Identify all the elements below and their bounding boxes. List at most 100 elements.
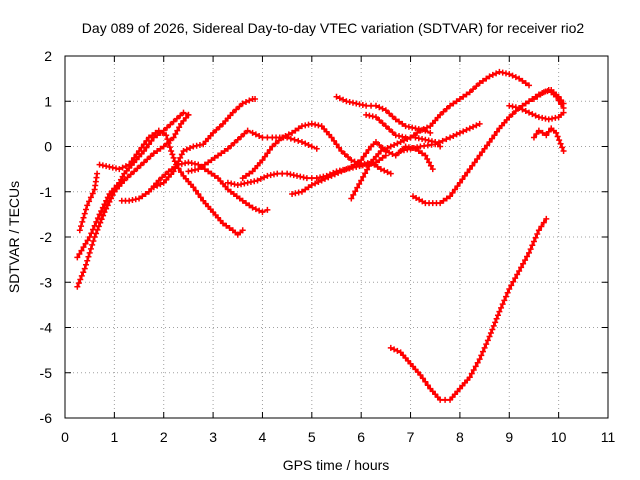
data-point: [394, 347, 401, 354]
data-point: [257, 175, 264, 182]
data-point: [402, 123, 409, 130]
data-point: [463, 126, 470, 133]
x-tick-label: 1: [110, 429, 118, 445]
data-point: [386, 149, 393, 156]
data-point: [133, 151, 140, 158]
data-point: [172, 164, 179, 171]
data-point: [86, 198, 93, 205]
data-point: [82, 206, 89, 213]
data-point: [196, 141, 203, 148]
data-point: [519, 106, 526, 113]
data-point: [229, 109, 236, 116]
data-point: [231, 139, 238, 146]
data-point: [197, 194, 204, 201]
data-point: [89, 241, 96, 248]
data-point: [78, 272, 85, 279]
data-point: [447, 193, 454, 200]
data-point: [412, 125, 419, 132]
data-point: [234, 136, 241, 143]
series-line: [389, 217, 548, 401]
data-point: [389, 113, 396, 120]
data-point: [291, 136, 298, 143]
data-point: [208, 170, 215, 177]
data-point: [173, 161, 180, 168]
data-point: [543, 132, 550, 139]
data-point: [400, 137, 407, 144]
data-point: [552, 114, 559, 121]
data-point: [412, 134, 419, 141]
data-point: [348, 163, 355, 170]
data-point: [509, 111, 516, 118]
data-point: [195, 166, 202, 173]
data-point: [136, 195, 143, 202]
data-point: [506, 286, 513, 293]
data-point: [466, 166, 473, 173]
data-point: [519, 77, 526, 84]
data-point: [492, 319, 499, 326]
data-point: [424, 155, 431, 162]
data-point: [535, 127, 542, 134]
data-point: [530, 95, 537, 102]
data-point: [252, 131, 259, 138]
data-point: [382, 123, 389, 130]
data-point: [315, 122, 322, 129]
data-point: [341, 166, 348, 173]
data-point: [178, 169, 185, 176]
data-point: [305, 141, 312, 148]
data-point: [252, 95, 259, 102]
data-point: [453, 98, 460, 105]
data-point: [443, 105, 450, 112]
data-point: [81, 265, 88, 272]
x-tick-label: 0: [61, 429, 69, 445]
data-point: [154, 182, 161, 189]
y-tick-label: -2: [40, 229, 53, 245]
data-point: [321, 175, 328, 182]
data-point: [82, 261, 89, 268]
data-point: [94, 215, 101, 222]
data-point: [559, 144, 566, 151]
data-point: [185, 168, 192, 175]
data-point: [100, 212, 107, 219]
data-point: [437, 200, 444, 207]
data-point: [226, 224, 233, 231]
data-point: [486, 333, 493, 340]
data-point: [348, 157, 355, 164]
data-point: [252, 206, 259, 213]
data-point: [191, 166, 198, 173]
data-point: [529, 242, 536, 249]
data-point: [392, 116, 399, 123]
data-point: [167, 121, 174, 128]
data-point: [350, 191, 357, 198]
data-point: [419, 375, 426, 382]
data-point: [152, 129, 159, 136]
data-point: [239, 197, 246, 204]
data-point: [168, 148, 175, 155]
data-point: [239, 175, 246, 182]
series-pass-s: [387, 215, 550, 403]
data-point: [99, 204, 106, 211]
data-point: [372, 114, 379, 121]
data-point: [544, 88, 551, 95]
data-point: [243, 99, 249, 106]
x-tick-label: 9: [505, 429, 513, 445]
data-point: [539, 114, 546, 121]
y-tick-label: -5: [40, 365, 53, 381]
data-point: [340, 96, 347, 103]
data-point: [101, 201, 108, 208]
data-point: [259, 209, 266, 216]
data-point: [79, 218, 86, 225]
data-point: [414, 129, 421, 136]
data-point: [169, 151, 176, 158]
data-point: [353, 100, 360, 107]
data-point: [93, 218, 100, 225]
data-point: [259, 157, 266, 164]
data-point: [149, 132, 156, 139]
data-point: [419, 150, 426, 157]
chart-title: Day 089 of 2026, Sidereal Day-to-day VTE…: [82, 20, 585, 36]
data-point: [410, 145, 417, 152]
data-point: [490, 322, 497, 329]
data-point: [300, 174, 307, 181]
data-point: [450, 100, 457, 107]
x-tick-label: 5: [308, 429, 316, 445]
